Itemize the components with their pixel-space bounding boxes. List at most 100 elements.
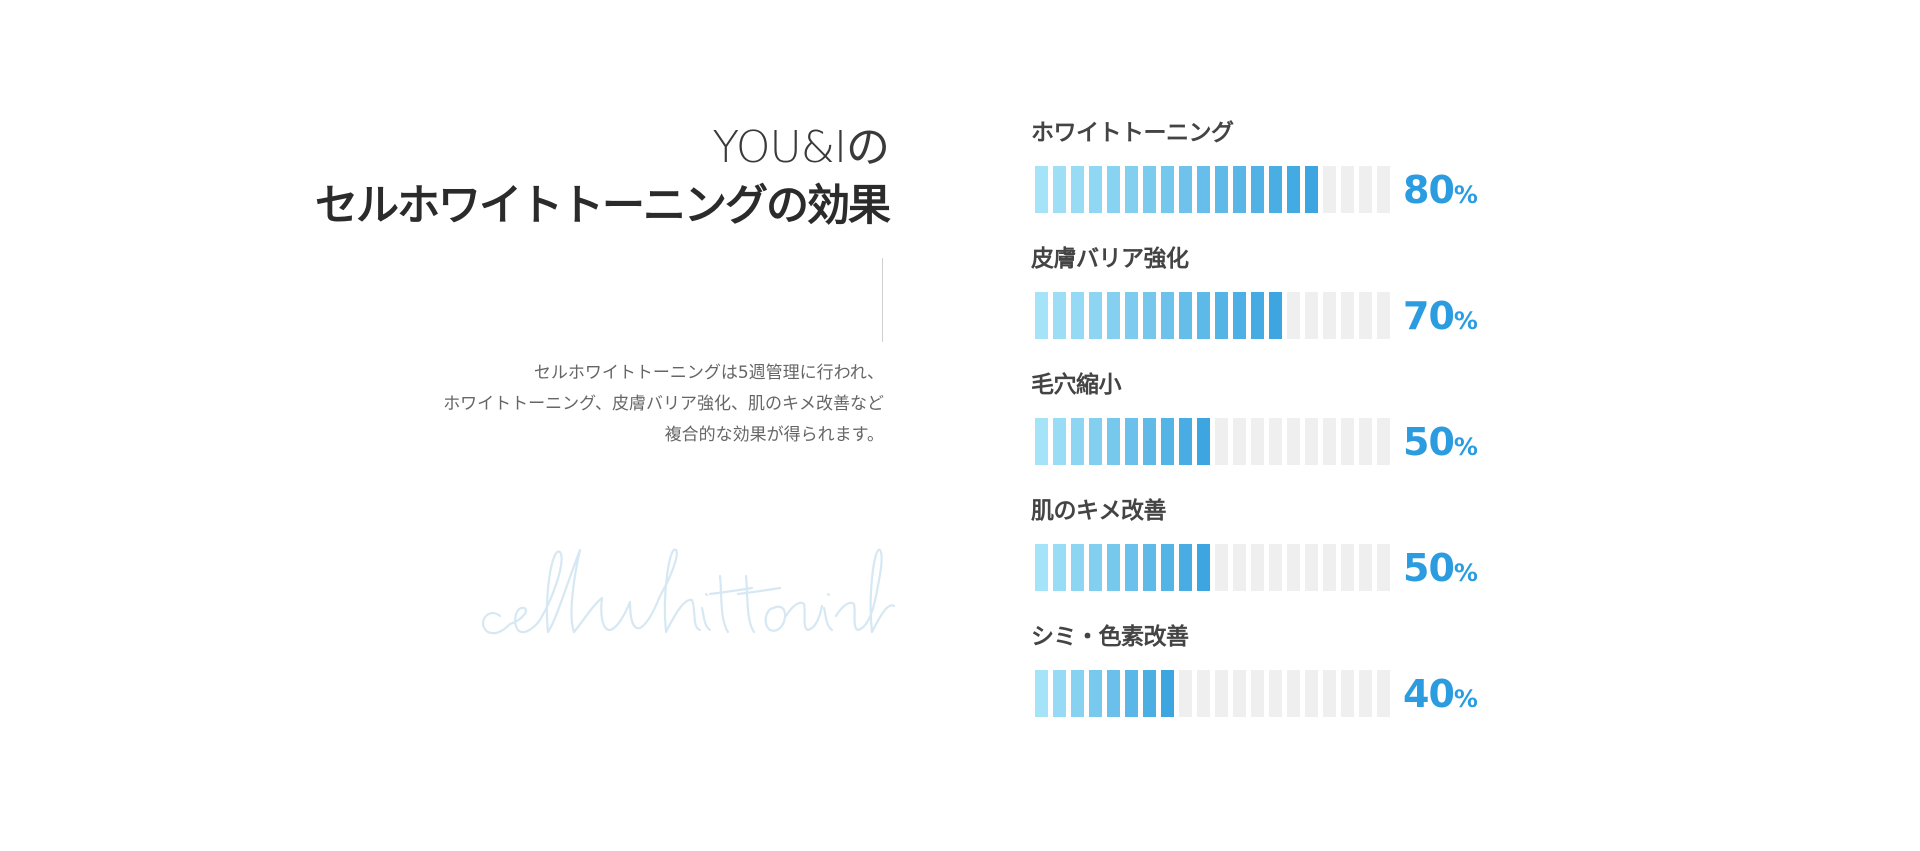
bar-segment-filled [1233, 166, 1246, 213]
bar-segment-empty [1359, 418, 1372, 465]
bar-segment-filled [1053, 166, 1066, 213]
bar-value-number: 50 [1403, 546, 1455, 590]
bar-value-unit: % [1453, 685, 1478, 713]
bar-segment-empty [1305, 544, 1318, 591]
bar-segment-filled [1089, 166, 1102, 213]
bar-segment-empty [1341, 292, 1354, 339]
bar-segment-empty [1323, 292, 1336, 339]
bar-segment-empty [1341, 544, 1354, 591]
bar-segment-filled [1071, 544, 1084, 591]
bar-item: 毛穴縮小 50% [1031, 370, 1491, 496]
bar-segment-empty [1359, 544, 1372, 591]
bar-item: シミ・色素改善 40% [1031, 622, 1491, 748]
bar-segment-filled [1107, 418, 1120, 465]
bar-segment-empty [1341, 418, 1354, 465]
bar-segment-filled [1197, 544, 1210, 591]
bar-segment-filled [1143, 166, 1156, 213]
bar-segment-empty [1215, 670, 1228, 717]
bar-segment-filled [1287, 166, 1300, 213]
bar-segment-empty [1287, 544, 1300, 591]
bar-label: ホワイトトーニング [1031, 120, 1234, 146]
bar-segment-filled [1215, 166, 1228, 213]
bar-value-unit: % [1453, 433, 1478, 461]
bar-value-number: 50 [1403, 420, 1455, 464]
bar-track [1035, 292, 1390, 339]
signature-watermark [482, 548, 896, 635]
bar-segment-empty [1215, 544, 1228, 591]
bar-segment-filled [1179, 166, 1192, 213]
bar-segment-filled [1143, 292, 1156, 339]
bar-segment-filled [1179, 544, 1192, 591]
effect-bar-chart: ホワイトトーニング 80% 皮膚バリア強化 70% 毛穴縮小 50% 肌のキメ改… [1031, 118, 1491, 748]
bar-segment-filled [1143, 670, 1156, 717]
bar-value: 70% [1403, 294, 1478, 338]
bar-segment-filled [1035, 292, 1048, 339]
bar-segment-empty [1341, 166, 1354, 213]
bar-segment-empty [1323, 166, 1336, 213]
bar-segment-empty [1377, 670, 1390, 717]
bar-segment-empty [1305, 292, 1318, 339]
bar-segment-filled [1269, 292, 1282, 339]
bar-segment-empty [1359, 166, 1372, 213]
bar-segment-empty [1359, 670, 1372, 717]
description-line: ホワイトトーニング、皮膚バリア強化、肌のキメ改善など [443, 394, 884, 414]
bar-segment-filled [1233, 292, 1246, 339]
page-title: セルホワイトトーニングの効果 [315, 181, 891, 231]
bar-segment-filled [1179, 418, 1192, 465]
bar-segment-empty [1377, 544, 1390, 591]
bar-segment-filled [1143, 418, 1156, 465]
bar-segment-filled [1107, 292, 1120, 339]
bar-segment-filled [1251, 166, 1264, 213]
bar-segment-empty [1305, 670, 1318, 717]
bar-segment-empty [1323, 418, 1336, 465]
bar-segment-filled [1125, 670, 1138, 717]
bar-label: シミ・色素改善 [1031, 624, 1189, 650]
bar-segment-filled [1071, 166, 1084, 213]
description-line: 複合的な効果が得られます。 [664, 425, 884, 445]
bar-segment-filled [1107, 166, 1120, 213]
bar-segment-filled [1161, 544, 1174, 591]
bar-segment-filled [1035, 166, 1048, 213]
bar-segment-filled [1053, 544, 1066, 591]
bar-segment-filled [1107, 544, 1120, 591]
bar-segment-filled [1179, 292, 1192, 339]
bar-segment-filled [1035, 544, 1048, 591]
description-line: セルホワイトトーニングは5週管理に行われ、 [533, 363, 884, 383]
bar-segment-filled [1161, 166, 1174, 213]
bar-segment-empty [1287, 670, 1300, 717]
page-title-prefix: YOU&Iの [712, 122, 890, 173]
bar-segment-empty [1323, 670, 1336, 717]
bar-value: 40% [1403, 672, 1478, 716]
bar-segment-empty [1269, 544, 1282, 591]
bar-segment-filled [1071, 292, 1084, 339]
bar-segment-filled [1197, 166, 1210, 213]
bar-segment-empty [1233, 670, 1246, 717]
bar-segment-empty [1377, 418, 1390, 465]
bar-label: 毛穴縮小 [1031, 372, 1122, 398]
bar-segment-empty [1179, 670, 1192, 717]
bar-segment-filled [1197, 418, 1210, 465]
bar-segment-filled [1215, 292, 1228, 339]
bar-segment-empty [1287, 292, 1300, 339]
bar-segment-empty [1233, 418, 1246, 465]
bar-segment-empty [1323, 544, 1336, 591]
bar-segment-filled [1125, 292, 1138, 339]
bar-segment-filled [1197, 292, 1210, 339]
bar-segment-filled [1125, 166, 1138, 213]
bar-segment-empty [1251, 670, 1264, 717]
bar-segment-filled [1305, 166, 1318, 213]
bar-value-number: 70 [1403, 294, 1455, 338]
bar-segment-empty [1377, 292, 1390, 339]
bar-segment-empty [1233, 544, 1246, 591]
bar-segment-filled [1053, 418, 1066, 465]
bar-segment-empty [1305, 418, 1318, 465]
bar-value: 80% [1403, 168, 1478, 212]
bar-track [1035, 670, 1390, 717]
bar-segment-empty [1197, 670, 1210, 717]
bar-segment-filled [1035, 418, 1048, 465]
vertical-divider [882, 258, 883, 342]
bar-value: 50% [1403, 546, 1478, 590]
bar-track [1035, 166, 1390, 213]
bar-track [1035, 418, 1390, 465]
bar-segment-filled [1053, 292, 1066, 339]
